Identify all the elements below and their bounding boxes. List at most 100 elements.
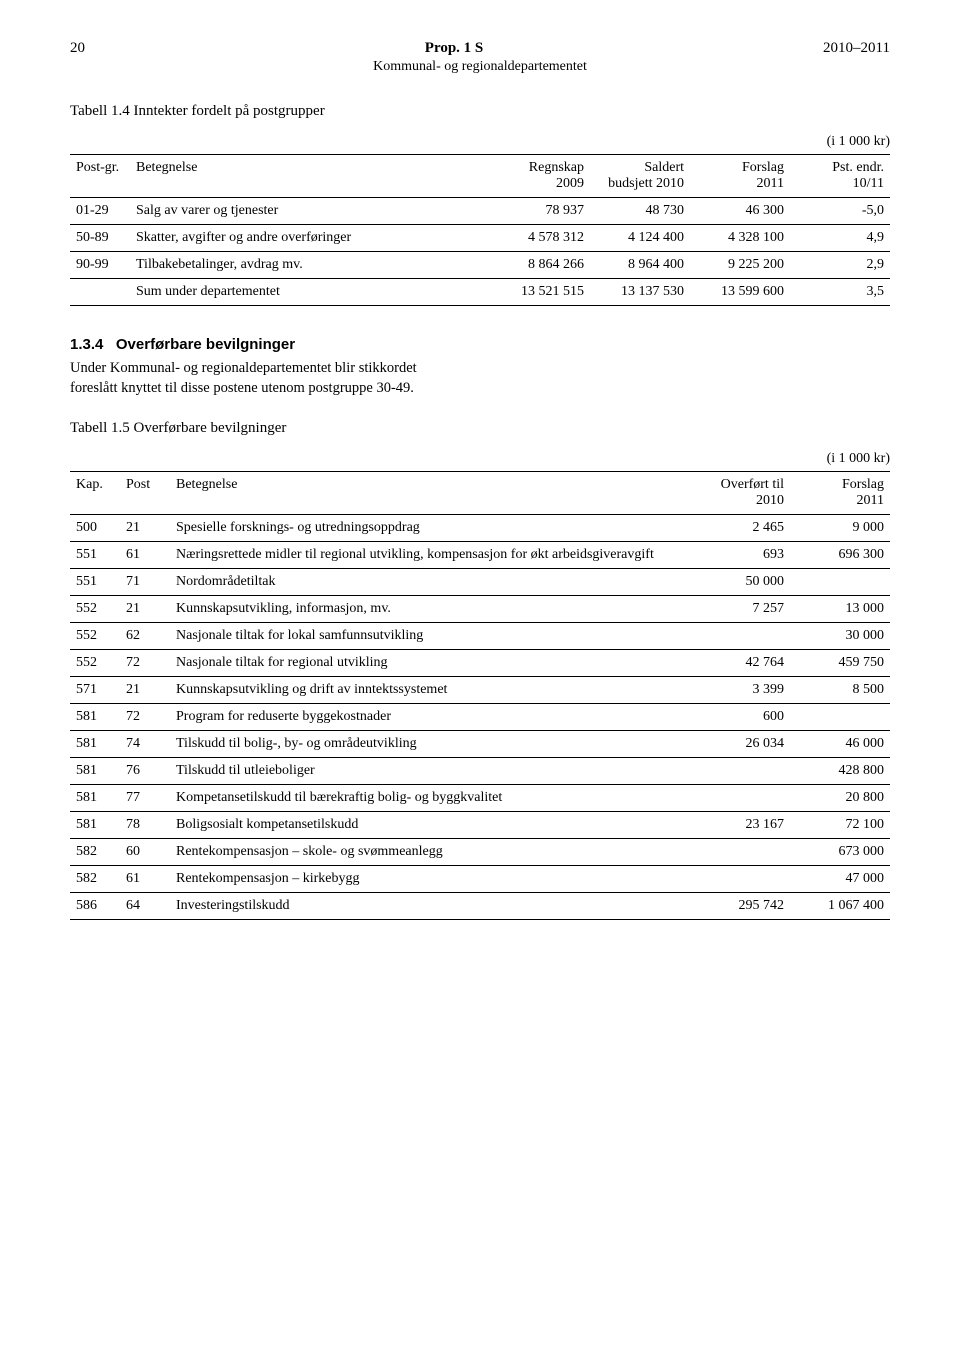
table-cell: Nasjonale tiltak for regional utvikling <box>170 650 680 677</box>
table-cell: 13 521 515 <box>490 279 590 306</box>
table-cell: 60 <box>120 839 170 866</box>
table-cell: 8 864 266 <box>490 252 590 279</box>
table-cell: 586 <box>70 893 120 920</box>
table-cell: 46 000 <box>790 731 890 758</box>
table-cell: 4 124 400 <box>590 225 690 252</box>
table-cell: Salg av varer og tjenester <box>130 198 490 225</box>
table1-title: Tabell 1.4 Inntekter fordelt på postgrup… <box>70 103 890 120</box>
table-cell <box>680 785 790 812</box>
table2-head: Kap. Post Betegnelse Overført til 2010 F… <box>70 472 890 515</box>
table-cell <box>680 758 790 785</box>
table-cell: 295 742 <box>680 893 790 920</box>
th-betegnelse: Betegnelse <box>130 155 490 198</box>
table-row: 58178Boligsosialt kompetansetilskudd23 1… <box>70 812 890 839</box>
table-row: 55171Nordområdetiltak50 000 <box>70 569 890 596</box>
table-cell: 72 <box>120 650 170 677</box>
table-cell: 4,9 <box>790 225 890 252</box>
th-post: Post <box>120 472 170 515</box>
table-cell: Spesielle forsknings- og utredningsoppdr… <box>170 515 680 542</box>
table-cell: 582 <box>70 839 120 866</box>
table-cell: 552 <box>70 623 120 650</box>
th-overfort: Overført til 2010 <box>680 472 790 515</box>
table-cell: 581 <box>70 731 120 758</box>
table-cell: 21 <box>120 596 170 623</box>
table-cell: Rentekompensasjon – kirkebygg <box>170 866 680 893</box>
table-cell: 61 <box>120 542 170 569</box>
table-cell: 78 <box>120 812 170 839</box>
document-page: 20 Prop. 1 S 2010–2011 Kommunal- og regi… <box>0 0 960 970</box>
table-cell <box>680 866 790 893</box>
table-row: 58177Kompetansetilskudd til bærekraftig … <box>70 785 890 812</box>
table-cell: 571 <box>70 677 120 704</box>
table-row: 58174Tilskudd til bolig-, by- og områdeu… <box>70 731 890 758</box>
table-cell: 30 000 <box>790 623 890 650</box>
table-cell: 50-89 <box>70 225 130 252</box>
table-row: Sum under departementet13 521 51513 137 … <box>70 279 890 306</box>
table-cell: 7 257 <box>680 596 790 623</box>
table-cell: 673 000 <box>790 839 890 866</box>
table-cell: 581 <box>70 785 120 812</box>
th-saldert: Saldert budsjett 2010 <box>590 155 690 198</box>
table-cell <box>680 623 790 650</box>
table-cell: Kunnskapsutvikling og drift av inntektss… <box>170 677 680 704</box>
table-cell: 4 578 312 <box>490 225 590 252</box>
table-cell: 61 <box>120 866 170 893</box>
table-cell: 62 <box>120 623 170 650</box>
table-cell: 600 <box>680 704 790 731</box>
table-cell: 72 100 <box>790 812 890 839</box>
table-row: 58260Rentekompensasjon – skole- og svømm… <box>70 839 890 866</box>
th-forslag2: Forslag 2011 <box>790 472 890 515</box>
table-row: 50-89Skatter, avgifter og andre overføri… <box>70 225 890 252</box>
table-cell: 21 <box>120 515 170 542</box>
table-cell: 46 300 <box>690 198 790 225</box>
table-cell: 552 <box>70 650 120 677</box>
table-row: 58261Rentekompensasjon – kirkebygg47 000 <box>70 866 890 893</box>
table-cell: 13 000 <box>790 596 890 623</box>
table-cell: 581 <box>70 758 120 785</box>
table-cell: 2,9 <box>790 252 890 279</box>
section-body: Under Kommunal- og regionaldepartementet… <box>70 359 460 398</box>
table-cell: 13 137 530 <box>590 279 690 306</box>
table-cell <box>790 569 890 596</box>
table-cell: 64 <box>120 893 170 920</box>
table-cell: Næringsrettede midler til regional utvik… <box>170 542 680 569</box>
table-row: 55272Nasjonale tiltak for regional utvik… <box>70 650 890 677</box>
table-cell: Investeringstilskudd <box>170 893 680 920</box>
table-cell: 3 399 <box>680 677 790 704</box>
table-cell <box>790 704 890 731</box>
table-cell: -5,0 <box>790 198 890 225</box>
table-cell: 76 <box>120 758 170 785</box>
table-cell: 42 764 <box>680 650 790 677</box>
table2: Kap. Post Betegnelse Overført til 2010 F… <box>70 471 890 920</box>
table2-unit: (i 1 000 kr) <box>70 451 890 467</box>
page-number: 20 <box>70 40 85 57</box>
table-cell: Nasjonale tiltak for lokal samfunnsutvik… <box>170 623 680 650</box>
table-cell: 552 <box>70 596 120 623</box>
table-row: 57121Kunnskapsutvikling og drift av innt… <box>70 677 890 704</box>
table-cell: Kunnskapsutvikling, informasjon, mv. <box>170 596 680 623</box>
section-title: Overførbare bevilgninger <box>116 336 295 353</box>
table-cell: Tilskudd til bolig-, by- og områdeutvikl… <box>170 731 680 758</box>
table1-body: 01-29Salg av varer og tjenester78 93748 … <box>70 198 890 306</box>
table-cell: 428 800 <box>790 758 890 785</box>
table-cell: 581 <box>70 812 120 839</box>
table-row: 55221Kunnskapsutvikling, informasjon, mv… <box>70 596 890 623</box>
table1-head: Post-gr. Betegnelse Regnskap 2009 Salder… <box>70 155 890 198</box>
table-cell: 500 <box>70 515 120 542</box>
table-cell: 01-29 <box>70 198 130 225</box>
th-pst: Pst. endr. 10/11 <box>790 155 890 198</box>
table-row: 58176Tilskudd til utleieboliger428 800 <box>70 758 890 785</box>
table-cell: 8 500 <box>790 677 890 704</box>
table-row: 01-29Salg av varer og tjenester78 93748 … <box>70 198 890 225</box>
table-cell: 48 730 <box>590 198 690 225</box>
table-cell: 581 <box>70 704 120 731</box>
table-cell: Rentekompensasjon – skole- og svømmeanle… <box>170 839 680 866</box>
table-row: 90-99Tilbakebetalinger, avdrag mv.8 864 … <box>70 252 890 279</box>
table-cell: 551 <box>70 569 120 596</box>
table-cell: 2 465 <box>680 515 790 542</box>
table-cell: 9 000 <box>790 515 890 542</box>
table-cell <box>680 839 790 866</box>
table-cell: Skatter, avgifter og andre overføringer <box>130 225 490 252</box>
table-cell: 693 <box>680 542 790 569</box>
table-row: 55262Nasjonale tiltak for lokal samfunns… <box>70 623 890 650</box>
